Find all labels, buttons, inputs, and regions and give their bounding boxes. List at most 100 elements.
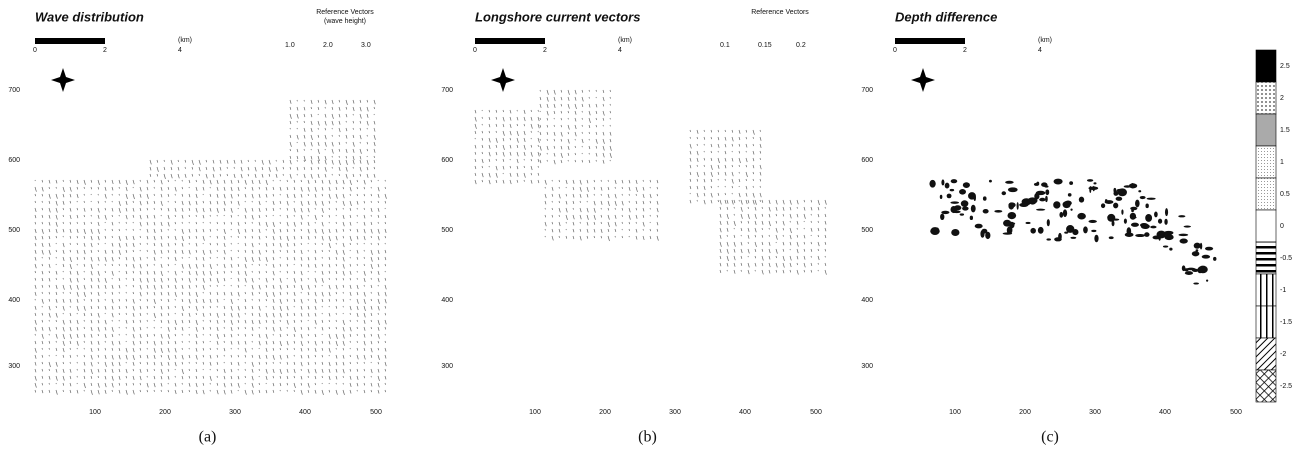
vector xyxy=(371,194,372,196)
vector xyxy=(35,383,36,388)
vector xyxy=(196,257,197,260)
vector xyxy=(119,278,120,281)
vector xyxy=(175,250,176,253)
vector xyxy=(489,110,490,112)
vector xyxy=(168,320,169,323)
vector xyxy=(589,104,590,107)
depth-spot xyxy=(953,210,961,213)
vector xyxy=(385,264,386,266)
vector xyxy=(610,139,611,142)
vector xyxy=(154,271,155,274)
vector xyxy=(720,207,721,210)
depth-spot xyxy=(1113,203,1118,209)
vector xyxy=(732,165,733,167)
vector xyxy=(294,362,295,365)
vector xyxy=(133,208,134,212)
y-tick-label: 500 xyxy=(8,227,20,234)
vector xyxy=(77,285,78,290)
vector xyxy=(690,200,691,203)
vector xyxy=(49,341,50,344)
vector xyxy=(161,355,162,357)
vector xyxy=(140,383,141,385)
vector xyxy=(168,222,169,226)
vector xyxy=(203,180,204,184)
vector xyxy=(182,194,183,197)
vector xyxy=(790,270,791,272)
vector xyxy=(524,124,525,126)
vector xyxy=(77,327,78,330)
vector xyxy=(353,128,354,130)
vector xyxy=(776,200,777,204)
vector xyxy=(294,222,295,227)
vector xyxy=(322,278,323,283)
vector xyxy=(231,390,232,394)
depth-spot xyxy=(1002,191,1006,195)
vector xyxy=(566,201,567,204)
depth-spot xyxy=(1091,230,1096,232)
vector xyxy=(304,128,305,132)
vector xyxy=(818,256,819,260)
vector xyxy=(245,320,246,323)
vector xyxy=(741,207,742,212)
vector xyxy=(580,187,581,192)
vector xyxy=(364,229,365,233)
vector xyxy=(63,334,64,339)
vector xyxy=(510,110,511,113)
vector xyxy=(610,146,611,151)
vector xyxy=(35,271,36,273)
vector xyxy=(538,152,539,156)
vector xyxy=(133,334,134,338)
vector xyxy=(259,236,260,239)
vector xyxy=(42,215,43,218)
vector xyxy=(98,285,99,289)
vector xyxy=(196,222,197,224)
vector xyxy=(329,320,330,322)
vector xyxy=(753,130,754,135)
vector xyxy=(732,144,733,146)
vector xyxy=(273,292,274,297)
vector xyxy=(339,167,340,171)
vector xyxy=(35,264,36,268)
vector xyxy=(524,166,525,168)
vector xyxy=(77,334,78,338)
vector xyxy=(112,383,113,387)
scale-label: 4 xyxy=(1038,47,1042,54)
vector xyxy=(615,180,616,184)
vector xyxy=(364,201,365,203)
vector xyxy=(734,242,735,247)
vector xyxy=(657,194,658,196)
vector xyxy=(308,334,309,336)
vector xyxy=(227,167,228,169)
vector xyxy=(643,194,644,198)
depth-spot xyxy=(1036,209,1045,211)
vector xyxy=(804,200,805,202)
vector xyxy=(203,355,204,357)
vector xyxy=(332,142,333,146)
vector xyxy=(587,236,588,239)
vector xyxy=(238,313,239,317)
vector xyxy=(238,327,239,329)
vector xyxy=(746,130,747,132)
vector xyxy=(150,167,151,170)
vector xyxy=(790,228,791,233)
vector xyxy=(133,299,134,304)
vector xyxy=(35,320,36,325)
vector xyxy=(227,160,228,164)
vector xyxy=(385,390,386,392)
vector xyxy=(517,124,518,126)
vector xyxy=(308,229,309,233)
vector xyxy=(385,285,386,289)
vector xyxy=(301,341,302,346)
vector xyxy=(825,228,826,231)
scale-label: 0 xyxy=(473,47,477,54)
vector xyxy=(294,292,295,296)
vector xyxy=(727,235,728,237)
vector xyxy=(524,110,525,114)
vector xyxy=(482,173,483,177)
vector xyxy=(42,208,43,210)
depth-spot xyxy=(963,182,970,188)
vector xyxy=(657,187,658,189)
vector xyxy=(217,355,218,358)
vector xyxy=(84,341,85,343)
vector xyxy=(371,355,372,358)
